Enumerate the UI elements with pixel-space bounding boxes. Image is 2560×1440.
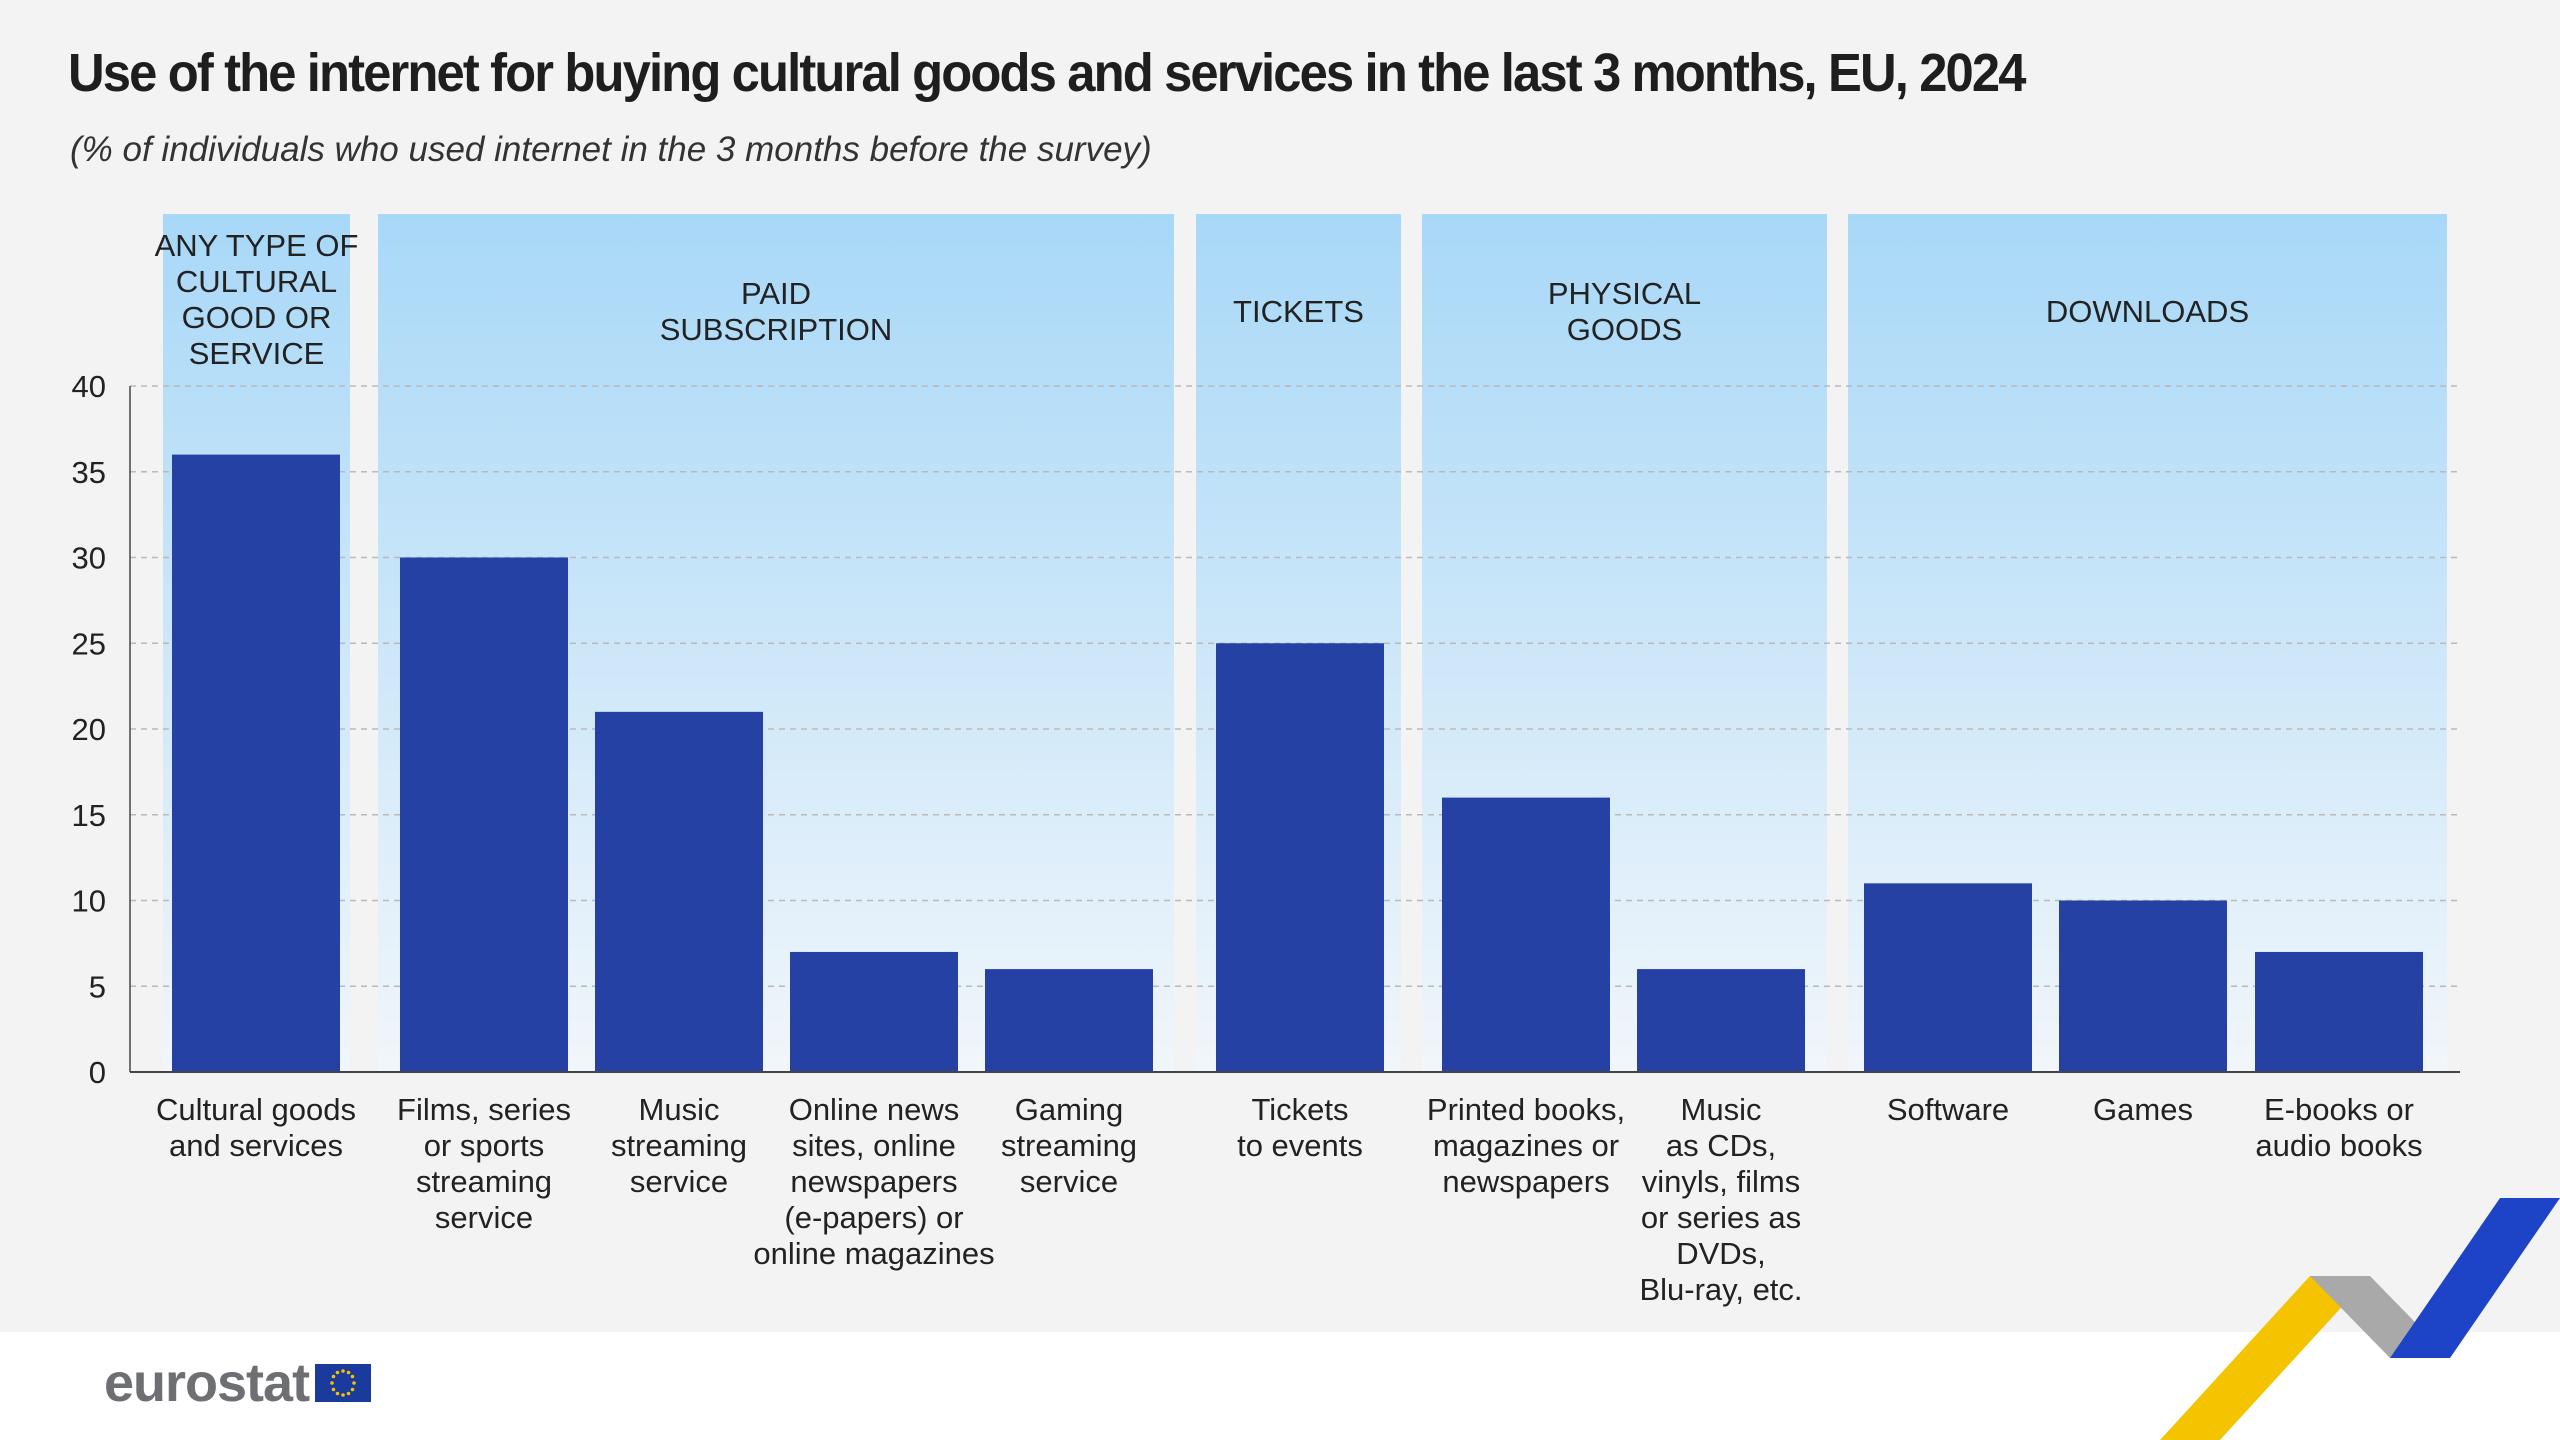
bar-chart: ANY TYPE OF CULTURAL GOOD OR SERVICE PAID SUB… xyxy=(72,214,2460,1307)
bar xyxy=(1864,883,2032,1072)
bar xyxy=(2255,951,2423,1072)
y-tick-label: 40 xyxy=(72,369,106,404)
y-tick-label: 25 xyxy=(72,626,106,661)
bar xyxy=(2059,900,2227,1072)
y-tick-label: 0 xyxy=(89,1055,106,1090)
y-tick-label: 30 xyxy=(72,541,106,576)
bar xyxy=(790,951,958,1072)
y-tick-label: 15 xyxy=(72,798,106,833)
logo-wordmark: eurostat xyxy=(104,1353,310,1413)
eu-flag-icon xyxy=(315,1364,372,1402)
x-tick-label: Cultural goods and services xyxy=(156,1092,356,1163)
bar xyxy=(595,711,763,1072)
y-tick-label: 35 xyxy=(72,455,106,490)
chart-area: Use of the internet for buying cultural … xyxy=(0,0,2560,1332)
bar xyxy=(172,454,340,1073)
x-tick-label: Tickets to events xyxy=(1237,1092,1363,1163)
x-tick-label: Music as CDs, vinyls, films or series as DVD… xyxy=(1639,1092,1802,1307)
chevron-decoration-icon xyxy=(2160,1198,2560,1440)
y-tick-label: 10 xyxy=(72,884,106,919)
bar xyxy=(1216,643,1384,1072)
y-tick-label: 5 xyxy=(89,969,106,1004)
page-title: Use of the internet for buying cultural … xyxy=(68,43,2026,103)
bar xyxy=(400,557,568,1072)
y-tick-label: 20 xyxy=(72,712,106,747)
eurostat-logo: eurostat xyxy=(104,1352,372,1414)
x-tick-label: Music streaming service xyxy=(611,1092,747,1199)
group-label: PHYSICAL GOODS xyxy=(1548,276,1701,347)
x-tick-label: Printed books, magazines or newspapers xyxy=(1427,1092,1625,1199)
x-tick-label: Films, series or sports streaming service xyxy=(397,1092,571,1235)
group-label: TICKETS xyxy=(1233,294,1364,329)
bar xyxy=(1442,797,1610,1072)
bar xyxy=(1637,969,1805,1072)
x-tick-label: E-books or audio books xyxy=(2255,1092,2422,1163)
x-tick-label: Games xyxy=(2093,1092,2193,1127)
group-label: ANY TYPE OF CULTURAL GOOD OR SERVICE xyxy=(155,228,359,371)
bar xyxy=(985,969,1153,1072)
group-label: PAID SUBSCRIPTION xyxy=(660,276,893,347)
x-tick-label: Software xyxy=(1887,1092,2009,1127)
x-tick-label: Online news sites, online newspapers (e-pap… xyxy=(753,1092,994,1271)
x-tick-label: Gaming streaming service xyxy=(1001,1092,1137,1199)
page-subtitle: (% of individuals who used internet in t… xyxy=(70,130,1152,169)
group-label: DOWNLOADS xyxy=(2046,294,2249,329)
